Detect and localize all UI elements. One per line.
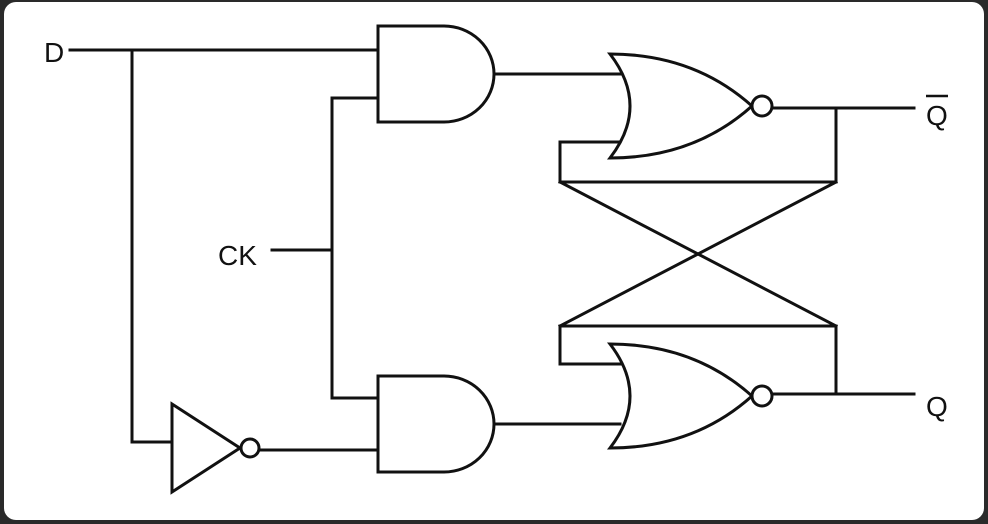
- d-latch-circuit: D CK Q Q: [44, 24, 948, 495]
- inverter-gate: [170, 401, 243, 495]
- bottom-nor-feedback-wire: [558, 324, 838, 396]
- d-input-label: D: [44, 37, 64, 68]
- inverter-bubble: [239, 437, 261, 459]
- top-nor-bubble: [750, 94, 774, 118]
- bottom-and-gate: [376, 374, 496, 474]
- diagram-frame: D CK Q Q: [4, 2, 984, 520]
- top-nor-gate: [606, 52, 755, 160]
- q-bar-output-label: Q: [926, 100, 948, 131]
- q-output-label: Q: [926, 391, 948, 422]
- bottom-nor-gate: [606, 342, 755, 450]
- bottom-nor-bubble: [750, 384, 774, 408]
- ck-input-label: CK: [218, 240, 257, 271]
- cross-wire-b: [557, 179, 839, 329]
- top-and-gate: [376, 24, 496, 124]
